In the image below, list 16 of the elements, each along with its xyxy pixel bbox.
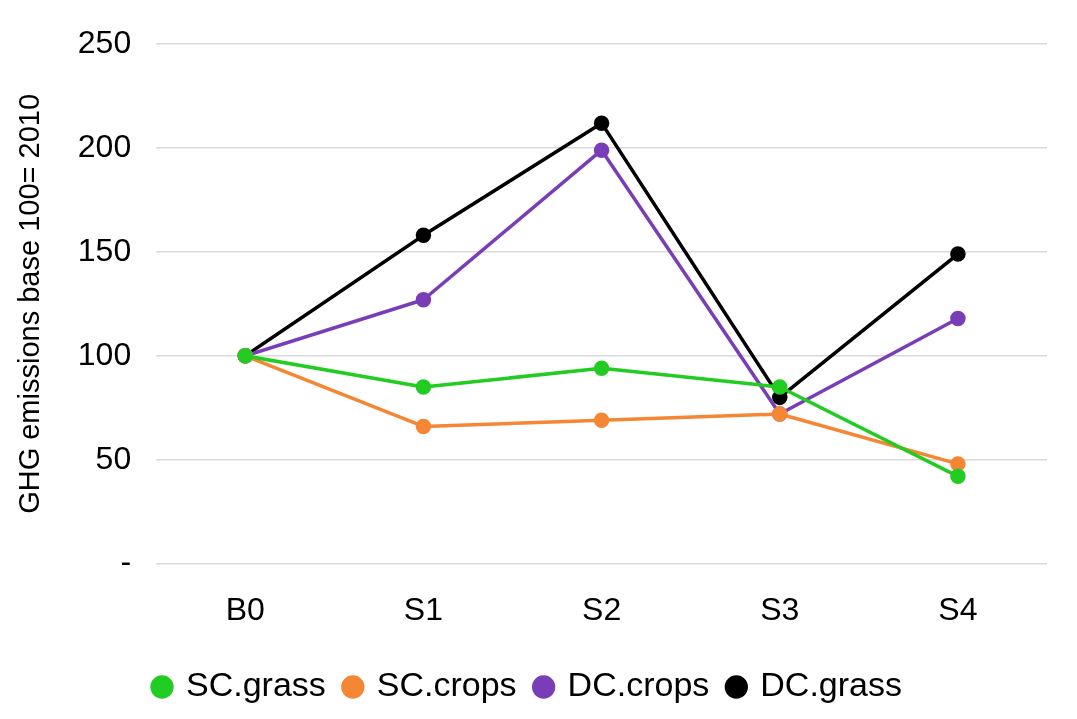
legend-label: SC.grass	[185, 665, 326, 704]
x-tick-label: S1	[403, 590, 443, 627]
x-tick-label: S3	[760, 590, 800, 627]
y-tick-label: 200	[77, 127, 132, 164]
y-tick-label: 50	[95, 439, 132, 476]
x-tick-label: S2	[582, 590, 622, 627]
x-tick-label: B0	[225, 590, 265, 627]
y-tick-label: 250	[77, 24, 132, 61]
x-tick-label: S4	[938, 590, 978, 627]
y-axis-title: GHG emissions base 100= 2010	[13, 93, 46, 514]
legend-label: DC.crops	[567, 665, 710, 704]
y-tick-label: 100	[77, 335, 132, 372]
y-tick-label: -	[120, 543, 132, 580]
legend-label: SC.crops	[376, 665, 517, 704]
legend-label: DC.grass	[760, 665, 903, 704]
y-tick-label: 150	[77, 231, 132, 268]
